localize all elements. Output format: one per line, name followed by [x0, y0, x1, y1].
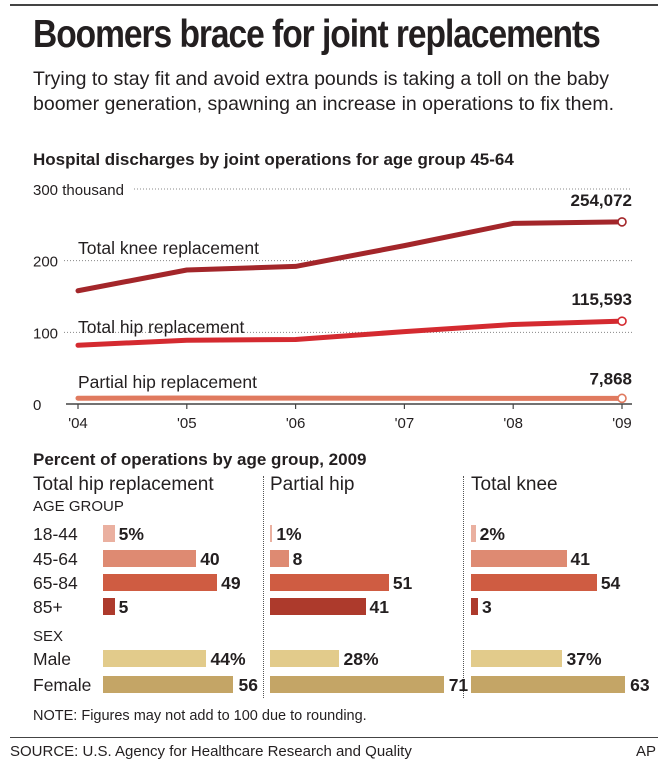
sex-bar-value: 37% [566, 649, 602, 669]
line-chart: 0 100 200 300 thousand '04 '05 '06 '07 '08 '09 Tot… [33, 182, 632, 432]
panel-title: Total knee [471, 474, 558, 495]
x-tick-label: '09 [612, 415, 632, 432]
series-label: Partial hip replacement [78, 372, 257, 392]
age-bar-value: 51 [392, 573, 413, 593]
y-tick-label: 300 thousand [33, 182, 124, 199]
age-bar [103, 574, 218, 591]
x-tick-label: '07 [395, 415, 415, 432]
y-tick-label: 0 [33, 397, 41, 414]
sex-bar [471, 650, 562, 667]
panel-divider [263, 476, 264, 698]
sex-heading: SEX [33, 628, 64, 645]
sex-bar [270, 676, 444, 693]
sex-row-label: Female [33, 675, 92, 695]
series-end-value: 254,072 [571, 191, 632, 210]
bar-chart-title: Percent of operations by age group, 2009 [33, 450, 367, 469]
age-bar [270, 574, 389, 591]
age-row-label: 45-64 [33, 549, 78, 569]
sex-bar [103, 650, 206, 667]
age-bar-value: 1% [276, 524, 302, 544]
series-end-point [617, 316, 627, 326]
sex-bar-value: 71 [448, 675, 469, 695]
age-row-label: 65-84 [33, 573, 78, 593]
panel-title: Total hip replacement [33, 474, 214, 495]
x-tick-label: '06 [286, 415, 306, 432]
y-tick-label: 100 [33, 325, 58, 342]
top-rule [10, 4, 658, 6]
age-bar [471, 550, 567, 567]
age-bar-value: 49 [221, 573, 241, 593]
credit: AP [635, 743, 656, 760]
note: NOTE: Figures may not add to 100 due to … [33, 708, 367, 724]
series-label: Total hip replacement [78, 317, 244, 337]
series-end-value: 7,868 [589, 369, 632, 388]
panel-divider [463, 476, 464, 698]
age-bar [471, 574, 597, 591]
age-bar [103, 550, 197, 567]
age-bar [270, 525, 273, 542]
age-bar-value: 5 [118, 597, 129, 617]
sex-bar-value: 63 [630, 675, 650, 695]
sex-bar [471, 676, 626, 693]
series-end-value: 115,593 [571, 290, 632, 309]
sex-row-label: Male [33, 649, 71, 669]
x-tick-label: '08 [503, 415, 523, 432]
age-bar-value: 3 [481, 597, 492, 617]
source: SOURCE: U.S. Agency for Healthcare Resea… [10, 743, 412, 760]
y-tick-label: 200 [33, 254, 58, 271]
x-tick-label: '05 [177, 415, 197, 432]
age-row-label: 85+ [33, 597, 63, 617]
series-end-point [617, 217, 627, 227]
age-row-label: 18-44 [33, 524, 78, 544]
subtitle: Trying to stay fit and avoid extra pound… [33, 68, 615, 115]
series-end-point [617, 393, 627, 404]
sex-bar-value: 28% [343, 649, 379, 669]
sex-bar-value: 44% [210, 649, 246, 669]
age-bar-value: 40 [200, 549, 220, 569]
sex-bar-value: 56 [238, 675, 258, 695]
age-bar [471, 598, 478, 615]
page-title: Boomers brace for joint replacements [33, 13, 601, 56]
line-chart-title: Hospital discharges by joint operations … [33, 150, 514, 169]
panel-title: Partial hip [270, 474, 355, 495]
age-bar-value: 8 [292, 549, 303, 569]
series-line-1 [75, 219, 625, 294]
age-bar-value: 41 [570, 549, 590, 569]
series-line-2 [75, 318, 625, 348]
bottom-rule [10, 737, 658, 738]
series-label: Total knee replacement [78, 238, 259, 258]
age-bar [103, 598, 115, 615]
age-bar-value: 41 [369, 597, 389, 617]
age-bar-value: 54 [600, 573, 621, 593]
age-bar [270, 550, 289, 567]
sex-bar [270, 650, 339, 667]
sex-bar [103, 676, 234, 693]
age-bar [270, 598, 366, 615]
age-bar-value: 2% [479, 524, 505, 544]
age-bar [471, 525, 476, 542]
age-bar-value: 5% [118, 524, 144, 544]
x-tick-label: '04 [68, 415, 88, 432]
age-group-heading: AGE GROUP [33, 498, 124, 515]
age-bar [103, 525, 115, 542]
